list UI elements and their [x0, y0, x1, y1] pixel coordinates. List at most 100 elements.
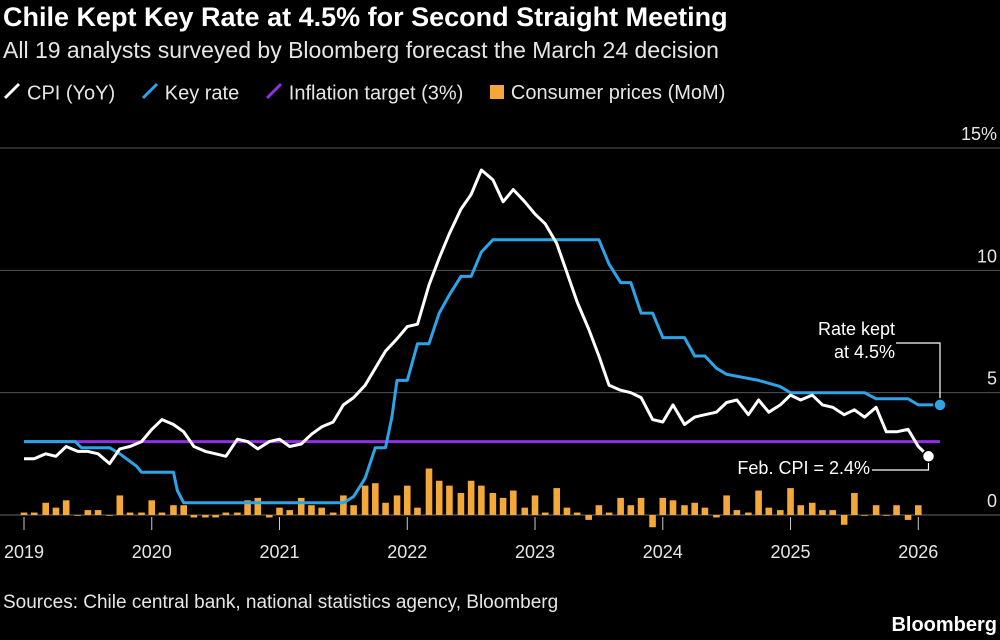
bar-mom: [829, 510, 836, 515]
bar-mom: [787, 488, 794, 515]
bar-mom: [585, 515, 592, 520]
bar-mom: [904, 515, 912, 520]
legend-item-cpi: CPI (YoY): [3, 82, 115, 106]
x-tick-label: 2022: [387, 542, 427, 562]
bar-mom: [510, 490, 517, 515]
bar-mom: [563, 507, 571, 515]
bar-mom: [681, 505, 688, 515]
bar-mom: [553, 488, 561, 515]
y-tick-label: 15%: [961, 124, 997, 144]
legend-label-cpi: CPI (YoY): [27, 82, 116, 105]
bar-mom: [617, 497, 624, 515]
bar-mom: [350, 505, 357, 515]
x-tick-label: 2025: [771, 542, 811, 562]
bar-mom: [318, 507, 325, 515]
bar-mom: [457, 492, 465, 515]
bar-mom: [297, 497, 305, 515]
bar-mom: [840, 515, 848, 525]
bar-mom: [733, 510, 741, 515]
bar-mom: [541, 512, 549, 515]
bar-mom: [872, 505, 880, 515]
legend: CPI (YoY) Key rate Inflation target (3%)…: [3, 82, 745, 106]
annotation-dot-cpi: [921, 449, 936, 464]
bar-mom: [531, 495, 539, 515]
bar-mom: [595, 505, 603, 515]
bar-mom: [382, 502, 389, 515]
legend-label-inflation-target: Inflation target (3%): [288, 82, 464, 105]
bar-mom: [84, 510, 92, 515]
series-line-key-rate: [24, 238, 940, 505]
bar-mom: [467, 480, 475, 515]
legend-symbol-cpi: [3, 82, 21, 106]
bar-mom: [893, 505, 900, 515]
bar-mom: [74, 515, 81, 516]
annotation-leader-cpi: [872, 456, 930, 471]
bar-mom: [158, 512, 166, 515]
chart-title: Chile Kept Key Rate at 4.5% for Second S…: [3, 2, 728, 32]
bar-mom: [94, 510, 102, 515]
bar-mom: [254, 497, 262, 515]
bar-mom: [106, 515, 113, 516]
bar-mom: [286, 510, 294, 515]
x-tick-label: 2023: [515, 542, 555, 562]
bar-mom: [62, 500, 70, 515]
legend-label-key-rate: Key rate: [164, 82, 240, 105]
bar-mom: [234, 512, 241, 515]
bar-mom: [573, 512, 581, 515]
legend-label-consumer-prices: Consumer prices (MoM): [510, 82, 726, 105]
bar-mom: [765, 507, 773, 515]
bar-mom: [138, 512, 145, 515]
bar-mom: [723, 495, 730, 515]
bar-mom: [669, 500, 677, 515]
x-tick-label: 2024: [643, 542, 683, 562]
bar-mom: [52, 507, 60, 515]
chart-subtitle: All 19 analysts surveyed by Bloomberg fo…: [3, 37, 719, 63]
bar-mom: [521, 507, 529, 515]
bar-mom: [691, 502, 699, 515]
bar-mom: [276, 507, 283, 515]
annotation-leader-rate: [896, 342, 941, 405]
legend-item-key-rate: Key rate: [141, 82, 239, 106]
annotation-label-rate: Rate kept: [818, 319, 895, 339]
bar-mom: [190, 515, 198, 518]
bar-mom: [42, 502, 50, 515]
bar-mom: [755, 490, 762, 515]
bar-mom: [30, 512, 38, 515]
bloomberg-logo: Bloomberg: [891, 614, 997, 636]
bar-mom: [403, 485, 411, 515]
bar-mom: [713, 515, 720, 518]
bar-mom: [308, 505, 315, 515]
bar-mom: [116, 495, 124, 515]
bar-mom: [819, 510, 826, 515]
bar-mom: [170, 505, 177, 515]
bar-mom: [777, 510, 784, 515]
bar-mom: [414, 507, 421, 515]
bar-mom: [851, 492, 858, 515]
bar-mom: [393, 495, 401, 515]
annotation-label-cpi: Feb. CPI = 2.4%: [737, 458, 870, 478]
x-tick-label: 2019: [4, 542, 44, 562]
bar-mom: [883, 515, 890, 516]
bar-mom: [212, 515, 219, 518]
y-tick-label: 10: [977, 246, 997, 266]
series-line-cpi-yoy: [24, 168, 930, 466]
legend-symbol-key-rate: [141, 82, 159, 106]
x-tick-label: 2020: [132, 542, 172, 562]
bar-mom: [605, 512, 613, 515]
source-note: Sources: Chile central bank, national st…: [3, 592, 559, 613]
bar-mom: [701, 507, 709, 515]
bar-mom: [244, 500, 251, 515]
bar-mom: [20, 512, 28, 515]
x-tick-label: 2026: [898, 542, 938, 562]
bar-mom: [797, 505, 805, 515]
bar-mom: [478, 485, 485, 515]
legend-item-consumer-prices: Consumer prices (MoM): [489, 82, 725, 105]
legend-symbol-consumer-prices: [489, 83, 505, 106]
bar-mom: [265, 515, 273, 518]
bar-mom: [329, 512, 337, 515]
y-tick-label: 5: [987, 369, 997, 389]
bar-mom: [499, 497, 507, 515]
bar-mom: [202, 515, 209, 518]
legend-item-inflation-target: Inflation target (3%): [265, 82, 464, 106]
